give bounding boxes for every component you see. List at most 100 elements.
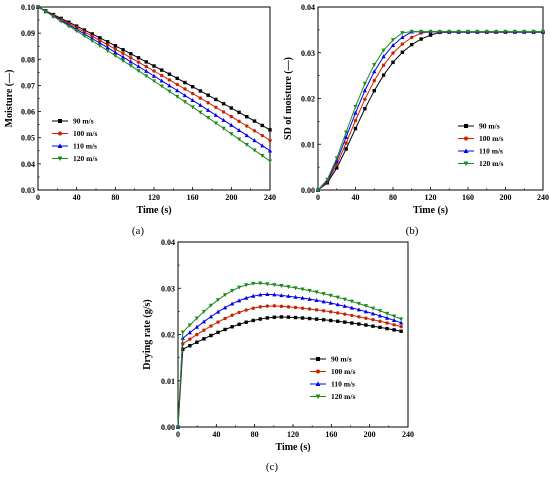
data-point — [357, 315, 361, 319]
data-point — [428, 33, 433, 37]
data-point — [335, 295, 340, 300]
legend-marker — [57, 156, 63, 162]
data-point — [279, 284, 284, 289]
data-point — [182, 100, 188, 105]
data-point — [113, 50, 118, 55]
data-point — [216, 320, 220, 324]
data-point — [392, 328, 396, 332]
data-point — [336, 319, 340, 323]
data-point — [400, 31, 405, 36]
data-point — [237, 119, 241, 124]
data-point — [221, 102, 226, 106]
data-point — [531, 29, 536, 34]
data-point — [392, 314, 397, 319]
data-point — [260, 123, 264, 128]
legend-marker — [315, 381, 321, 386]
legend-entry: 100 m/s — [331, 367, 355, 376]
data-point — [252, 129, 257, 133]
data-point — [390, 43, 396, 48]
y-tick-label: 0.00 — [301, 186, 315, 195]
data-point — [390, 38, 396, 43]
data-point — [214, 97, 218, 102]
data-point — [329, 310, 333, 314]
legend-marker — [316, 357, 320, 361]
data-point — [121, 48, 125, 52]
y-tick-label: 0.03 — [161, 284, 175, 293]
data-point — [216, 330, 220, 335]
data-point — [307, 296, 312, 301]
x-tick-label: 160 — [325, 430, 337, 439]
data-point — [209, 324, 213, 328]
data-point — [293, 294, 298, 299]
data-point — [279, 304, 284, 309]
data-point — [229, 132, 234, 137]
data-point — [195, 332, 199, 337]
data-point — [244, 143, 249, 148]
data-point — [223, 327, 227, 332]
data-point — [465, 29, 471, 34]
data-point — [314, 317, 319, 321]
legend-marker — [57, 143, 63, 148]
data-point — [198, 110, 203, 115]
data-point — [258, 281, 263, 286]
x-tick-label: 240 — [264, 193, 276, 202]
data-point — [97, 44, 102, 49]
data-point — [353, 110, 358, 115]
data-point — [409, 29, 414, 34]
legend-entry: 90 m/s — [479, 122, 500, 131]
data-point — [300, 306, 305, 310]
data-point — [188, 344, 192, 348]
data-point — [370, 311, 376, 316]
y-tick-label: 0.02 — [301, 95, 315, 104]
data-point — [201, 309, 207, 314]
data-point — [378, 319, 382, 324]
x-tick-label: 0 — [316, 193, 320, 202]
y-tick-label: 0.06 — [21, 108, 35, 117]
x-tick-label: 240 — [402, 430, 414, 439]
y-tick-label: 0.03 — [301, 49, 315, 58]
data-point — [300, 287, 305, 292]
data-point — [437, 29, 442, 34]
data-point — [121, 51, 125, 56]
data-point — [245, 114, 249, 119]
data-point — [385, 321, 389, 325]
data-point — [364, 316, 368, 320]
data-point — [272, 292, 277, 297]
series-line — [177, 293, 402, 428]
legend-entry: 100 m/s — [73, 129, 97, 138]
data-point — [82, 28, 87, 32]
data-point — [260, 143, 265, 148]
data-point — [349, 299, 354, 304]
data-point — [175, 94, 180, 99]
legend-marker — [316, 369, 320, 374]
data-point — [364, 323, 368, 327]
data-point — [230, 325, 234, 329]
data-point — [198, 102, 203, 107]
data-point — [144, 60, 148, 64]
series-120-m-s — [35, 5, 273, 164]
legend-entry: 90 m/s — [73, 117, 94, 126]
data-point — [522, 29, 527, 34]
legend-entry: 120 m/s — [331, 392, 355, 401]
series-100-m-s — [316, 30, 545, 192]
x-tick-label: 120 — [287, 430, 299, 439]
y-tick-label: 0.02 — [161, 331, 175, 340]
data-point — [167, 89, 172, 94]
data-point — [237, 310, 241, 315]
data-point — [456, 29, 461, 34]
data-point — [113, 47, 118, 51]
x-tick-label: 80 — [111, 193, 119, 202]
data-point — [74, 29, 79, 34]
data-point — [98, 36, 102, 40]
data-point — [208, 303, 214, 308]
data-point — [252, 148, 257, 153]
series-100-m-s — [36, 5, 272, 143]
series-90-m-s — [176, 315, 403, 429]
y-axis-label: SD of moisture (—) — [283, 57, 294, 140]
data-point — [128, 64, 133, 69]
legend-marker — [463, 161, 469, 167]
data-point — [350, 321, 354, 325]
data-point — [265, 291, 270, 296]
data-point — [336, 311, 340, 315]
